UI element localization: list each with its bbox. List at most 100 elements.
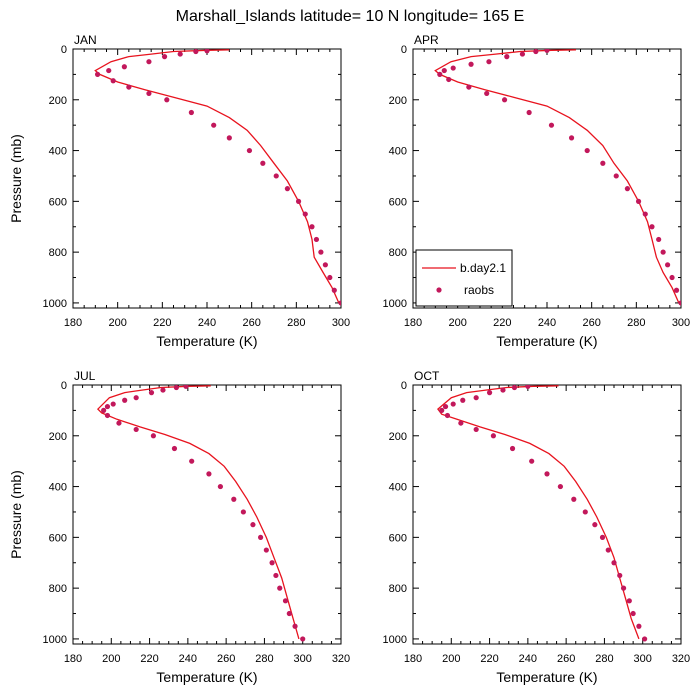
raobs-point — [582, 509, 588, 515]
raobs-point — [206, 471, 212, 477]
raobs-point — [660, 249, 666, 255]
data-layer — [437, 385, 648, 642]
raobs-point — [473, 426, 479, 433]
y-tick-label: 0 — [61, 44, 67, 56]
raobs-point — [544, 471, 550, 477]
raobs-point — [617, 572, 623, 579]
raobs-point — [490, 433, 496, 439]
raobs-point — [529, 458, 535, 464]
x-tick-label: 280 — [287, 317, 305, 329]
legend-label-model: b.day2.1 — [460, 261, 506, 275]
raobs-point — [104, 412, 111, 419]
x-tick-label: 220 — [493, 317, 511, 329]
raobs-point — [642, 211, 648, 217]
raobs-point — [110, 401, 116, 407]
raobs-point — [110, 78, 116, 84]
y-tick-label: 600 — [389, 196, 407, 208]
raobs-point — [548, 122, 555, 128]
x-axis-label: Temperature (K) — [496, 333, 597, 349]
y-tick-label: 600 — [49, 532, 67, 544]
model-line-b-day2-1 — [437, 385, 640, 640]
x-tick-label: 180 — [64, 317, 82, 329]
x-tick-label: 180 — [404, 653, 422, 665]
raobs-point — [486, 59, 492, 65]
raobs-point — [441, 67, 447, 74]
raobs-point — [295, 198, 302, 204]
plot-frame — [72, 48, 342, 309]
raobs-point — [273, 572, 279, 579]
raobs-point — [146, 90, 152, 97]
raobs-point — [246, 147, 253, 154]
model-line-b-day2-1 — [96, 385, 300, 640]
raobs-point — [669, 274, 675, 281]
panel-jul: 180 200 220 240 260 280 300 320 0 200 400 600 800 100… — [8, 369, 350, 685]
raobs-point — [309, 224, 315, 230]
y-tick-label: 0 — [61, 380, 67, 392]
x-tick-label: 300 — [634, 653, 652, 665]
y-tick-label: 1000 — [383, 634, 407, 646]
raobs-point — [240, 509, 246, 515]
y-tick-label: 800 — [49, 583, 67, 595]
y-tick-label: 200 — [389, 95, 407, 107]
raobs-point — [450, 401, 456, 407]
raobs-point — [313, 236, 320, 243]
raobs-point — [584, 147, 590, 154]
raobs-point — [500, 387, 506, 393]
raobs-point — [104, 403, 111, 410]
x-tick-label: 300 — [332, 317, 350, 329]
x-axis-label: Temperature (K) — [156, 333, 257, 349]
y-axis-label: Pressure (mb) — [8, 134, 24, 223]
x-tick-label: 180 — [404, 317, 422, 329]
data-layer — [94, 49, 341, 306]
raobs-point — [273, 173, 279, 179]
raobs-point — [673, 287, 680, 293]
raobs-point — [630, 610, 636, 617]
raobs-point — [592, 522, 598, 528]
raobs-point — [624, 186, 631, 192]
raobs-point — [116, 420, 122, 426]
panel-label: JUL — [74, 369, 96, 383]
raobs-point — [442, 403, 449, 410]
legend-label-obs: raobs — [464, 283, 494, 297]
y-tick-label: 0 — [401, 44, 407, 56]
raobs-point — [338, 300, 341, 306]
y-tick-label: 400 — [49, 146, 67, 158]
panel-apr: 180 200 220 240 260 280 300 0 200 400 600 800 1000 AP… — [383, 33, 691, 349]
model-line-b-day2-1 — [434, 49, 680, 304]
x-tick-label: 260 — [242, 317, 260, 329]
raobs-point — [511, 385, 518, 391]
legend-box — [415, 249, 513, 307]
x-tick-label: 220 — [480, 653, 498, 665]
raobs-point — [557, 483, 564, 490]
raobs-point — [331, 287, 337, 293]
raobs-point — [322, 262, 328, 268]
x-axis-label: Temperature (K) — [496, 669, 597, 685]
raobs-point — [193, 49, 199, 55]
raobs-point — [600, 160, 606, 166]
raobs-point — [635, 198, 642, 204]
raobs-point — [300, 636, 306, 642]
model-line-b-day2-1 — [94, 49, 340, 304]
raobs-point — [122, 397, 128, 403]
raobs-point — [260, 160, 266, 166]
raobs-point — [504, 54, 510, 60]
panel-label: JAN — [74, 33, 97, 47]
raobs-point — [160, 387, 166, 393]
figure-title: Marshall_Islands latitude= 10 N longitud… — [176, 8, 525, 25]
raobs-point — [439, 407, 445, 413]
x-tick-label: 240 — [198, 317, 216, 329]
x-tick-label: 300 — [672, 317, 690, 329]
raobs-point — [226, 135, 232, 141]
raobs-point — [263, 547, 269, 553]
raobs-point — [571, 496, 577, 502]
raobs-point — [101, 407, 107, 413]
raobs-point — [460, 397, 466, 403]
raobs-point — [126, 84, 132, 90]
y-tick-label: 0 — [401, 380, 407, 392]
raobs-point — [544, 49, 550, 53]
raobs-point — [468, 61, 474, 67]
raobs-point — [611, 560, 617, 566]
raobs-point — [656, 236, 662, 243]
y-tick-label: 1000 — [43, 634, 67, 646]
